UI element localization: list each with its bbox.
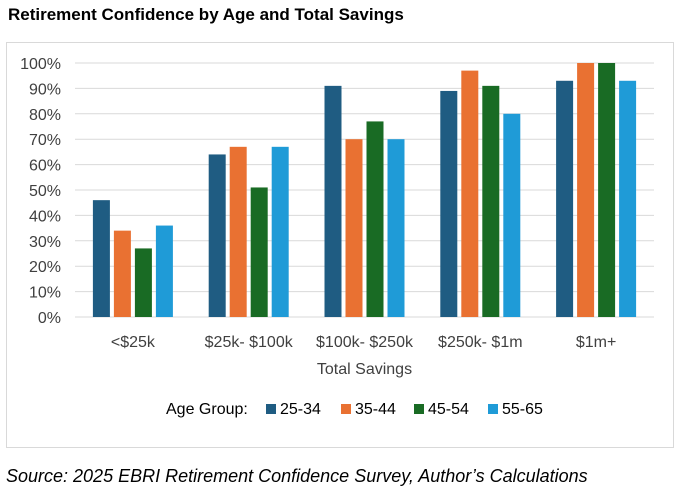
x-tick-label: $1m+ [576, 334, 616, 351]
x-tick-label: $25k- $100k [205, 334, 294, 351]
x-tick-label: <$25k [111, 334, 156, 351]
legend-title: Age Group: [166, 401, 248, 418]
source-note: Source: 2025 EBRI Retirement Confidence … [6, 466, 588, 486]
chart-title: Retirement Confidence by Age and Total S… [8, 5, 404, 24]
bars [92, 63, 637, 318]
bar-45-54-0 [134, 248, 152, 317]
x-tick-label: $100k- $250k [316, 334, 414, 351]
bar-45-54-3 [482, 85, 500, 317]
y-tick-label: 30% [29, 234, 61, 251]
bar-55-65-1 [271, 146, 289, 317]
bar-35-44-2 [345, 139, 363, 317]
bar-35-44-0 [113, 230, 131, 317]
bar-35-44-4 [577, 63, 595, 317]
bar-25-34-0 [92, 200, 110, 317]
legend-label: 35-44 [355, 401, 396, 418]
legend-swatch-45-54 [414, 404, 424, 414]
bar-55-65-3 [503, 113, 521, 317]
y-tick-label: 100% [20, 56, 61, 73]
bar-25-34-2 [324, 85, 342, 317]
bar-25-34-4 [556, 80, 574, 317]
y-tick-label: 40% [29, 208, 61, 225]
legend-swatch-55-65 [488, 404, 498, 414]
x-tick-label: $250k- $1m [438, 334, 523, 351]
legend-label: 45-54 [428, 401, 469, 418]
x-axis-title: Total Savings [317, 361, 412, 378]
y-tick-label: 60% [29, 158, 61, 175]
legend-swatch-25-34 [266, 404, 276, 414]
legend: Age Group: 25-34 35-44 45-54 55-65 [166, 401, 543, 418]
bar-55-65-0 [155, 225, 173, 317]
y-tick-label: 90% [29, 81, 61, 98]
y-tick-label: 10% [29, 285, 61, 302]
bar-25-34-3 [440, 90, 458, 317]
legend-label: 25-34 [280, 401, 321, 418]
y-tick-labels: 0% 10% 20% 30% 40% 50% 60% 70% 80% 90% 100% [20, 56, 61, 327]
bar-55-65-4 [619, 80, 637, 317]
bar-35-44-1 [229, 146, 247, 317]
legend-label: 55-65 [502, 401, 543, 418]
bar-45-54-4 [598, 63, 616, 317]
legend-swatch-35-44 [341, 404, 351, 414]
y-tick-label: 80% [29, 107, 61, 124]
x-tick-labels: <$25k $25k- $100k $100k- $250k $250k- $1m $1… [111, 334, 616, 351]
bar-25-34-1 [208, 154, 226, 317]
bar-55-65-2 [387, 139, 405, 317]
y-tick-label: 70% [29, 132, 61, 149]
y-tick-label: 20% [29, 259, 61, 276]
y-tick-label: 50% [29, 183, 61, 200]
bar-45-54-1 [250, 187, 268, 317]
bar-35-44-3 [461, 70, 479, 318]
bar-45-54-2 [366, 121, 384, 317]
y-tick-label: 0% [38, 310, 61, 327]
